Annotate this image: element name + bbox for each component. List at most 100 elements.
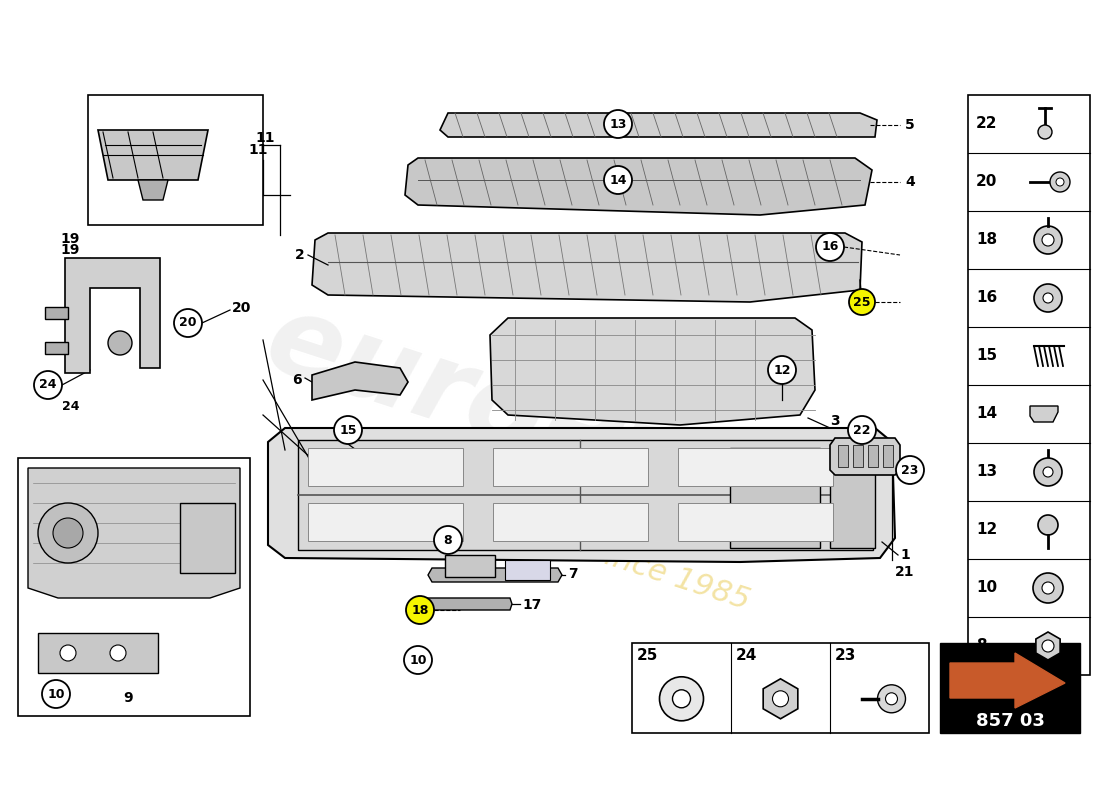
Text: euroParts: euroParts bbox=[254, 285, 866, 575]
Bar bbox=[678, 448, 833, 486]
Text: 18: 18 bbox=[411, 603, 429, 617]
Circle shape bbox=[60, 645, 76, 661]
Polygon shape bbox=[950, 653, 1065, 708]
Polygon shape bbox=[45, 342, 68, 354]
Circle shape bbox=[404, 646, 432, 674]
Text: 20: 20 bbox=[232, 301, 252, 315]
Text: 13: 13 bbox=[976, 465, 997, 479]
Circle shape bbox=[878, 685, 905, 713]
Text: 15: 15 bbox=[976, 349, 997, 363]
Circle shape bbox=[850, 290, 875, 314]
Circle shape bbox=[1038, 125, 1052, 139]
Circle shape bbox=[768, 356, 796, 384]
Circle shape bbox=[896, 456, 924, 484]
Text: a passion for parts since 1985: a passion for parts since 1985 bbox=[306, 445, 754, 615]
Circle shape bbox=[1056, 178, 1064, 186]
Polygon shape bbox=[312, 362, 408, 400]
Circle shape bbox=[1034, 284, 1062, 312]
Polygon shape bbox=[1036, 632, 1060, 660]
Text: 10: 10 bbox=[409, 654, 427, 666]
Text: 4: 4 bbox=[905, 175, 915, 189]
Circle shape bbox=[1038, 515, 1058, 535]
Polygon shape bbox=[98, 130, 208, 180]
Text: 11: 11 bbox=[249, 143, 268, 157]
Text: 10: 10 bbox=[47, 687, 65, 701]
Polygon shape bbox=[405, 158, 872, 215]
Circle shape bbox=[848, 416, 876, 444]
Bar bbox=[493, 448, 648, 486]
Circle shape bbox=[434, 526, 462, 554]
Text: 23: 23 bbox=[835, 647, 857, 662]
Text: 25: 25 bbox=[637, 647, 659, 662]
Text: 10: 10 bbox=[976, 581, 997, 595]
Polygon shape bbox=[138, 180, 168, 200]
Bar bbox=[852, 445, 864, 467]
Polygon shape bbox=[65, 258, 160, 373]
Bar bbox=[730, 448, 820, 548]
Text: 24: 24 bbox=[736, 647, 758, 662]
Polygon shape bbox=[830, 438, 900, 475]
Text: 21: 21 bbox=[895, 565, 914, 579]
Polygon shape bbox=[45, 307, 68, 319]
Text: 14: 14 bbox=[609, 174, 627, 186]
Circle shape bbox=[1042, 582, 1054, 594]
Bar bbox=[446, 555, 495, 577]
Circle shape bbox=[1042, 640, 1054, 652]
Polygon shape bbox=[268, 428, 895, 562]
Circle shape bbox=[1034, 226, 1062, 254]
Text: 11: 11 bbox=[255, 131, 275, 145]
Text: 24: 24 bbox=[62, 400, 79, 413]
Bar bbox=[678, 503, 833, 541]
Circle shape bbox=[672, 690, 691, 708]
Circle shape bbox=[1042, 234, 1054, 246]
Bar bbox=[838, 445, 848, 467]
Text: 18: 18 bbox=[976, 233, 997, 247]
Text: 17: 17 bbox=[522, 598, 541, 612]
Bar bbox=[88, 95, 263, 225]
Polygon shape bbox=[39, 633, 158, 673]
Bar bbox=[493, 503, 648, 541]
Text: 14: 14 bbox=[976, 406, 997, 422]
Circle shape bbox=[772, 690, 789, 707]
Circle shape bbox=[604, 166, 632, 194]
Circle shape bbox=[1043, 293, 1053, 303]
Polygon shape bbox=[312, 233, 862, 302]
Polygon shape bbox=[440, 113, 877, 137]
Polygon shape bbox=[763, 678, 798, 718]
Bar bbox=[505, 560, 550, 580]
Bar bbox=[868, 445, 878, 467]
Bar bbox=[632, 643, 930, 733]
Text: 19: 19 bbox=[60, 243, 79, 257]
Text: 25: 25 bbox=[854, 295, 871, 309]
Text: 7: 7 bbox=[568, 567, 578, 581]
Text: 857 03: 857 03 bbox=[976, 712, 1044, 730]
Polygon shape bbox=[420, 598, 512, 610]
Text: 13: 13 bbox=[609, 118, 627, 130]
Circle shape bbox=[1034, 458, 1062, 486]
Text: 6: 6 bbox=[293, 373, 303, 387]
Bar bbox=[308, 448, 463, 486]
Circle shape bbox=[34, 371, 62, 399]
Circle shape bbox=[174, 309, 202, 337]
Circle shape bbox=[1043, 467, 1053, 477]
Bar bbox=[830, 448, 874, 548]
Text: 19: 19 bbox=[60, 232, 79, 246]
Circle shape bbox=[42, 680, 70, 708]
Circle shape bbox=[108, 331, 132, 355]
Circle shape bbox=[660, 677, 704, 721]
Circle shape bbox=[53, 518, 82, 548]
Bar bbox=[18, 458, 250, 716]
Bar bbox=[968, 95, 1090, 675]
Bar bbox=[298, 440, 873, 550]
Bar bbox=[940, 643, 1080, 733]
Text: 15: 15 bbox=[339, 423, 356, 437]
Circle shape bbox=[886, 693, 898, 705]
Circle shape bbox=[604, 110, 632, 138]
Text: 5: 5 bbox=[905, 118, 915, 132]
Circle shape bbox=[1050, 172, 1070, 192]
Polygon shape bbox=[28, 468, 240, 598]
Text: 24: 24 bbox=[40, 378, 57, 391]
Circle shape bbox=[816, 233, 844, 261]
Circle shape bbox=[849, 289, 875, 315]
Text: 20: 20 bbox=[179, 317, 197, 330]
